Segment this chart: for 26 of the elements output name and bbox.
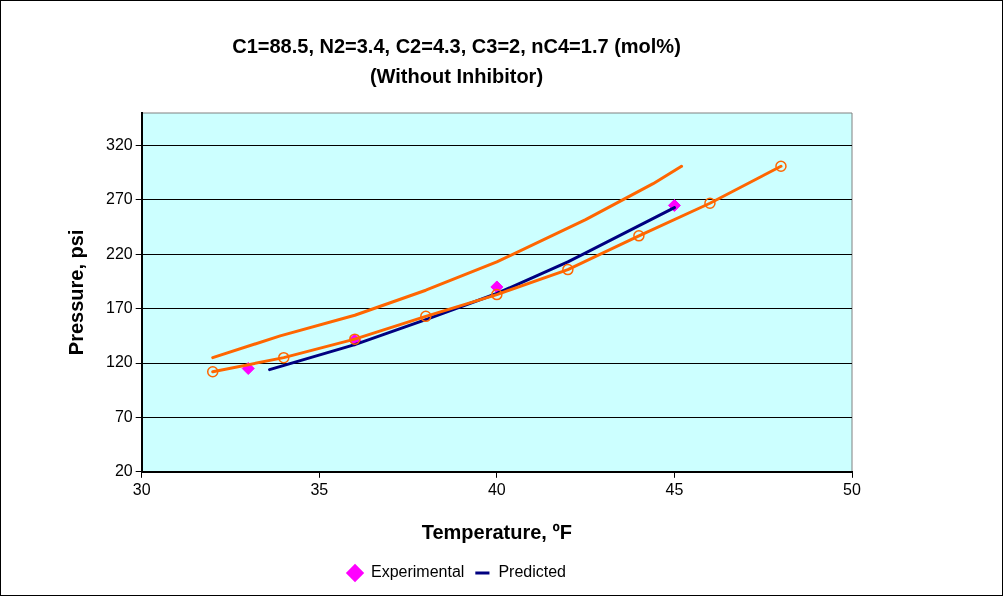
point [775,160,787,173]
legend-label: Experimental [371,563,465,581]
chart-title: C1=88.5, N2=3.4, C2=4.3, C3=2, nC4=1.7 (mol%) [232,34,681,57]
y-tick-label: 220 [105,244,133,262]
point [206,366,219,378]
point [491,288,503,301]
point [704,197,716,209]
y-tick-label: 320 [105,136,133,154]
chart-subtitle: (Without Inhibitor) [369,64,544,87]
legend-label: Predicted [498,563,566,581]
point [633,230,645,242]
y-tick-label: 120 [105,353,133,371]
point [562,263,574,276]
x-tick-label: 50 [843,480,861,498]
point [278,351,290,364]
x-tick-label: 35 [310,480,329,498]
y-axis-title: Pressure, psi [64,229,87,356]
point [420,310,432,323]
x-tick-label: 45 [665,480,684,498]
y-tick-label: 20 [114,462,133,480]
y-tick-label: 70 [114,407,133,425]
y-tick-label: 270 [105,190,133,208]
x-axis-title: Temperature, ºF [421,520,572,543]
x-tick-label: 30 [132,480,151,498]
y-tick-label: 170 [105,299,133,317]
x-tick-label: 40 [487,480,506,498]
